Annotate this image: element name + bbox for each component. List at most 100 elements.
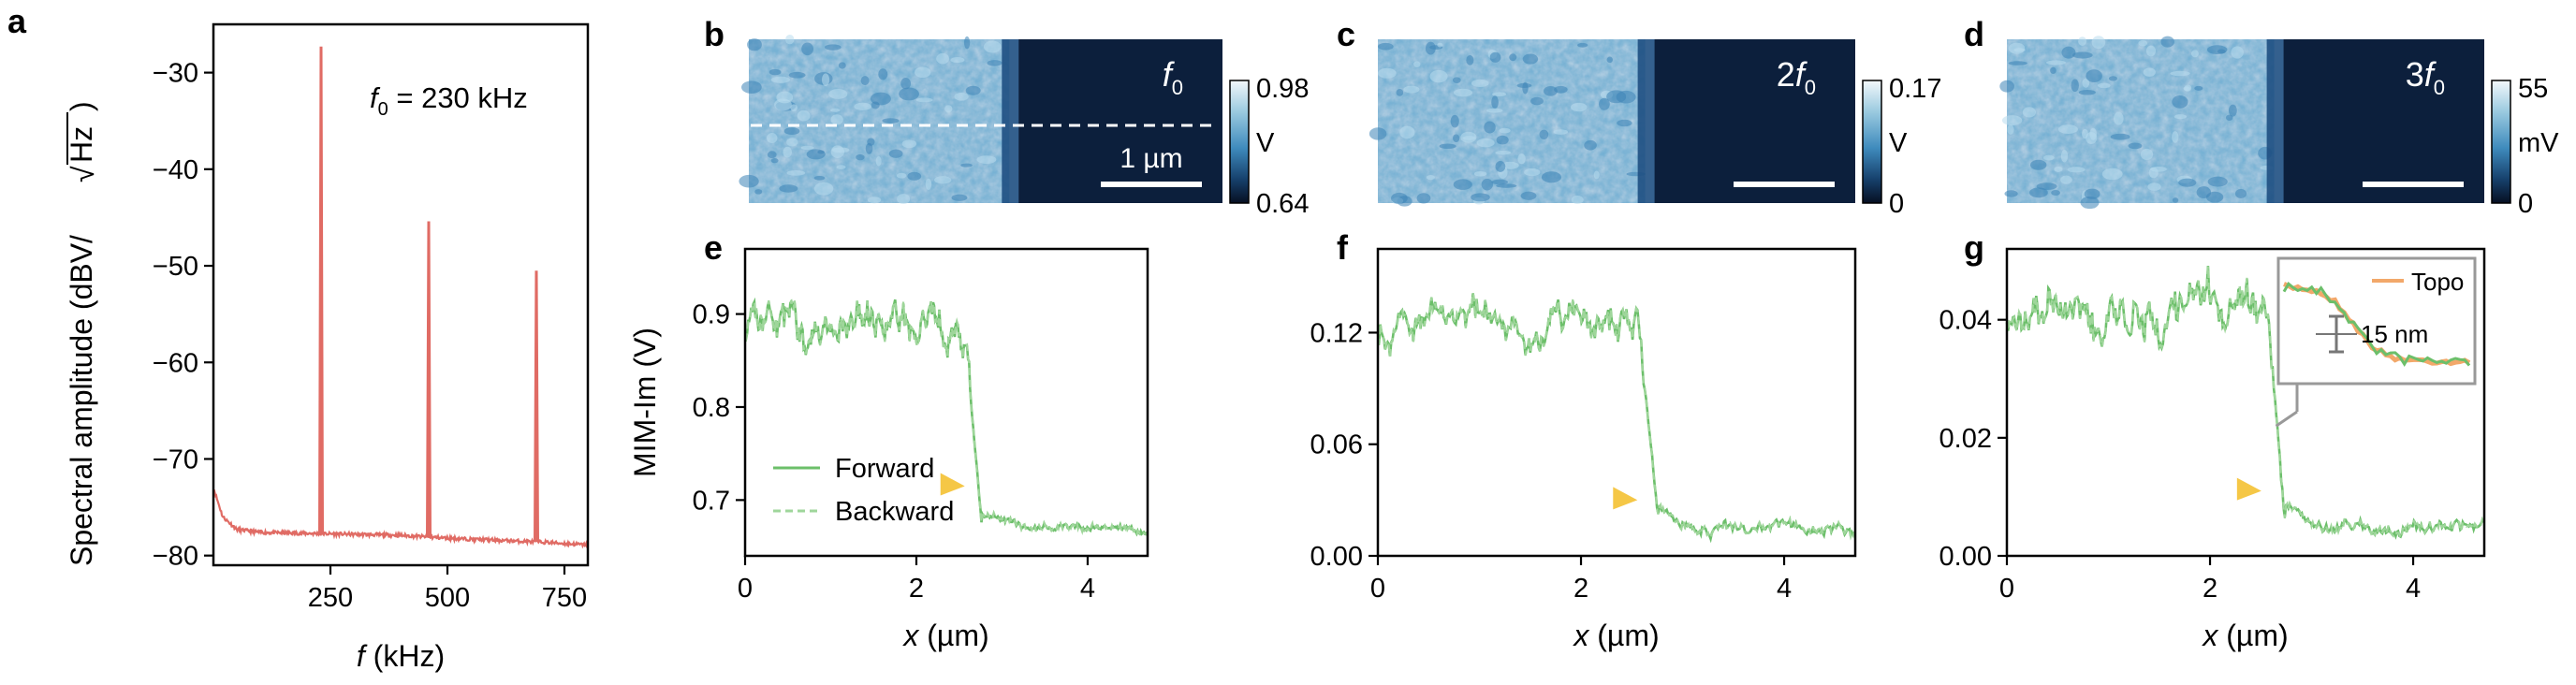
map-c-grain-63	[1413, 61, 1421, 67]
map-c-grain-10	[1453, 179, 1472, 190]
y-tick-label-f-1: 0.06	[1310, 430, 1363, 460]
map-b-grain-30	[783, 127, 800, 136]
map-b-edge	[1002, 39, 1023, 203]
map-b-grain-36	[976, 155, 997, 165]
map-d-grain-68	[2086, 132, 2098, 145]
scale-bar-label: 1 µm	[1120, 143, 1182, 174]
map-d-grain-66	[2078, 89, 2096, 95]
map-d-grain-42	[2086, 69, 2102, 83]
map-b-grain-47	[897, 194, 911, 204]
map-b-grain-35	[870, 92, 891, 106]
map-b-grain-39	[768, 68, 782, 76]
map-d-grain-22	[2045, 60, 2066, 66]
map-c-grain-55	[1426, 174, 1435, 181]
map-b-grain-66	[888, 149, 903, 158]
map-c-grain-0	[1368, 127, 1387, 140]
map-d-grain-40	[2108, 76, 2117, 81]
map-b-grain-59	[936, 52, 949, 65]
edge-arrow-e	[940, 473, 965, 496]
map-d-grain-14	[2143, 67, 2156, 78]
map-b-grain-41	[925, 178, 932, 190]
colorbar-c	[1862, 80, 1882, 204]
map-d-grain-67	[2110, 133, 2130, 140]
map-c-grain-28	[1500, 161, 1519, 169]
map-b-bright-region	[749, 39, 1010, 203]
map-c-grain-8	[1466, 54, 1474, 66]
map-b-grain-4	[854, 102, 872, 110]
y-tick-label-a-5: −30	[153, 59, 198, 89]
inset-topo-label: Topo	[2411, 268, 2464, 296]
y-tick-label-a-1: −70	[153, 445, 198, 474]
map-d-grain-11	[2128, 142, 2143, 150]
map-c-grain-39	[1399, 125, 1415, 139]
x-tick-label-e-0: 0	[738, 574, 753, 604]
legend-forward-label: Forward	[835, 454, 934, 484]
map-c-grain-65	[1484, 121, 1496, 134]
map-b-grain-50	[747, 38, 762, 51]
x-axis-label-a: f (kHz)	[357, 639, 445, 673]
map-c-grain-36	[1496, 135, 1509, 145]
y-tick-label-f-0: 0.00	[1310, 542, 1363, 572]
colorbar-c-bottom-label: 0	[1889, 189, 1904, 219]
map-d-grain-63	[2078, 36, 2087, 46]
map-b-grain-46	[754, 189, 763, 195]
map-d-grain-56	[2060, 150, 2069, 163]
colorbar-b-top-label: 0.98	[1256, 74, 1309, 104]
edge-arrow-g	[2236, 477, 2261, 501]
map-c-grain-22	[1570, 102, 1588, 112]
map-b-grain-60	[934, 176, 952, 184]
map-c-grain-32	[1473, 170, 1487, 177]
colorbar-b	[1229, 80, 1250, 204]
map-c-grain-20	[1599, 97, 1610, 110]
map-c-grain-11	[1453, 88, 1473, 97]
map-d-grain-41	[2060, 175, 2072, 184]
map-c-grain-18	[1544, 85, 1558, 96]
spectrum-peak-1	[318, 46, 324, 534]
map-d-grain-6	[2091, 36, 2106, 50]
panel-e-chart: 0 2 4 0.7 0.8 0.9 x (µm) MIM-Im (V) Forward Backw…	[628, 247, 1149, 652]
map-b-grain-11	[785, 34, 795, 45]
y-tick-label-a-2: −60	[153, 348, 198, 378]
x-tick-label-f-1: 2	[1573, 574, 1588, 604]
map-c-grain-40	[1489, 51, 1501, 63]
map-c-grain-24	[1517, 153, 1526, 165]
colorbar-d-bottom-label: 0	[2518, 189, 2533, 219]
map-b-grain-15	[786, 169, 806, 176]
map-b-grain-22	[830, 145, 845, 158]
y-tick-label-e-2: 0.9	[693, 300, 730, 330]
x-axis-label-f: x (µm)	[1572, 619, 1659, 652]
panel-letter-b: b	[704, 15, 724, 53]
colorbar-c-unit-label: V	[1889, 128, 1908, 158]
map-d-grain-24	[2194, 85, 2203, 91]
y-tick-label-e-1: 0.8	[693, 393, 730, 423]
map-b-grain-63	[741, 80, 762, 95]
panel-f-axes-frame	[1376, 247, 1857, 558]
map-b-grain-58	[907, 171, 922, 181]
map-c-grain-69	[1437, 42, 1443, 48]
y-axis-label-text-a: Spectral amplitude (dBV/	[65, 235, 98, 566]
y-axis-label-e: MIM-Im (V)	[628, 328, 662, 477]
y-tick-label-g-0: 0.00	[1939, 542, 1992, 572]
y-tick-label-e-0: 0.7	[693, 486, 730, 516]
panel-g-chart: 0 2 4 0.00 0.02 0.04 x (µm) Topo 15 nm	[1939, 247, 2486, 652]
map-b-grain-24	[838, 62, 846, 69]
x-tick-label-f-0: 0	[1370, 574, 1385, 604]
map-c-grain-7	[1476, 138, 1495, 148]
map-b-grain-33	[836, 165, 846, 169]
map-d-grain-29	[2196, 186, 2212, 198]
map-d-grain-4	[2082, 78, 2090, 88]
map-d-bright-region	[2007, 39, 2275, 203]
map-b-grain-69	[983, 40, 1002, 53]
map-c-grain-64	[1541, 171, 1562, 183]
x-tick-label-a-1: 500	[425, 583, 470, 613]
map-c-grain-35	[1439, 143, 1456, 150]
map-d-grain-38	[2178, 178, 2197, 187]
map-d-grain-60	[2228, 104, 2237, 117]
map-d-grain-59	[2101, 168, 2123, 181]
map-c-grain-2	[1416, 193, 1431, 204]
map-b-grain-54	[801, 42, 814, 56]
map-d-grain-53	[2174, 114, 2188, 120]
map-b-grain-51	[860, 76, 870, 86]
map-c-grain-52	[1486, 108, 1503, 113]
